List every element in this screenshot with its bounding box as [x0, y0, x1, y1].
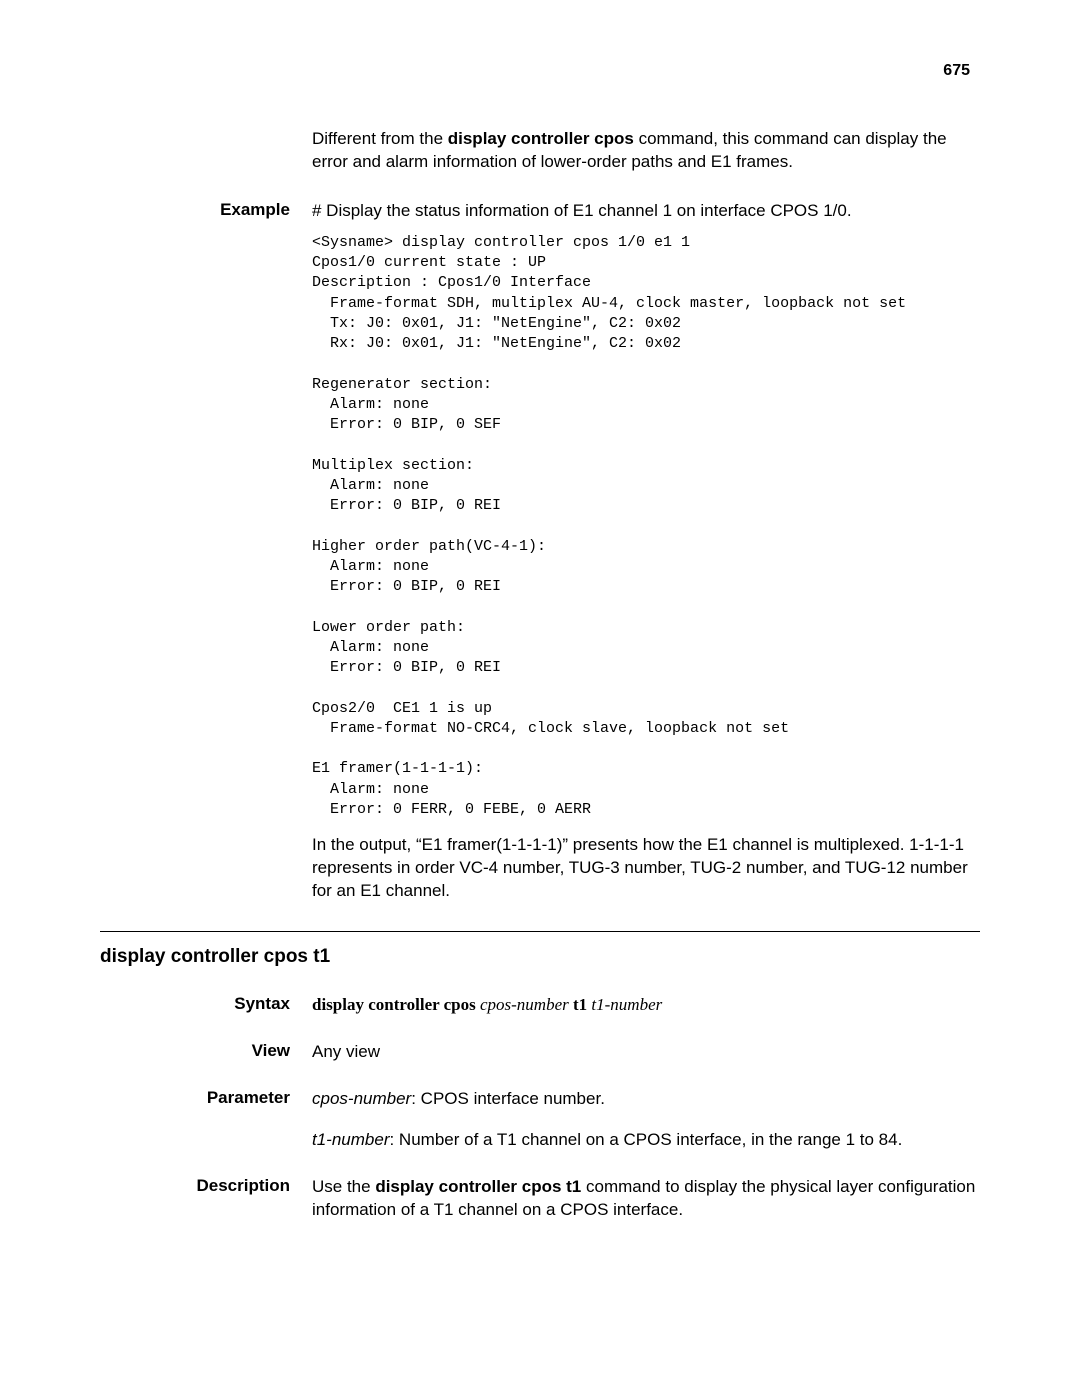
example-row: Example # Display the status information…: [100, 200, 980, 903]
desc-before: Use the: [312, 1177, 375, 1196]
syntax-row: Syntax display controller cpos cpos-numb…: [100, 994, 980, 1017]
example-label: Example: [100, 200, 290, 220]
param-1: cpos-number: CPOS interface number.: [312, 1088, 980, 1111]
intro-paragraph: Different from the display controller cp…: [312, 128, 980, 174]
description-row: Description Use the display controller c…: [100, 1176, 980, 1222]
syntax-label: Syntax: [100, 994, 290, 1014]
param-2-text: : Number of a T1 channel on a CPOS inter…: [389, 1130, 902, 1149]
description-label: Description: [100, 1176, 290, 1196]
page: 675 Different from the display controlle…: [0, 0, 1080, 1397]
view-content: Any view: [312, 1041, 980, 1064]
syntax-keyword-2: t1: [573, 995, 587, 1014]
intro-text-before: Different from the: [312, 129, 448, 148]
parameter-label: Parameter: [100, 1088, 290, 1108]
post-cli-paragraph: In the output, “E1 framer(1-1-1-1)” pres…: [312, 834, 980, 903]
intro-block: Different from the display controller cp…: [312, 128, 980, 174]
intro-bold-command: display controller cpos: [448, 129, 634, 148]
syntax-arg-1: cpos-number: [480, 995, 569, 1014]
view-row: View Any view: [100, 1041, 980, 1064]
param-2-arg: t1-number: [312, 1130, 389, 1149]
param-1-text: : CPOS interface number.: [411, 1089, 605, 1108]
syntax-keyword-1: display controller cpos: [312, 995, 476, 1014]
desc-bold-command: display controller cpos t1: [375, 1177, 581, 1196]
parameter-row: Parameter cpos-number: CPOS interface nu…: [100, 1088, 980, 1152]
syntax-arg-2: t1-number: [591, 995, 662, 1014]
param-1-arg: cpos-number: [312, 1089, 411, 1108]
section-divider: [100, 931, 980, 932]
view-label: View: [100, 1041, 290, 1061]
parameter-content: cpos-number: CPOS interface number. t1-n…: [312, 1088, 980, 1152]
description-paragraph: Use the display controller cpos t1 comma…: [312, 1176, 980, 1222]
example-intro-line: # Display the status information of E1 c…: [312, 200, 980, 223]
section-title: display controller cpos t1: [100, 946, 980, 968]
syntax-content: display controller cpos cpos-number t1 t…: [312, 994, 980, 1017]
cli-output-block: <Sysname> display controller cpos 1/0 e1…: [312, 233, 980, 820]
example-content: # Display the status information of E1 c…: [312, 200, 980, 903]
page-number: 675: [943, 62, 970, 80]
param-2: t1-number: Number of a T1 channel on a C…: [312, 1129, 980, 1152]
description-content: Use the display controller cpos t1 comma…: [312, 1176, 980, 1222]
